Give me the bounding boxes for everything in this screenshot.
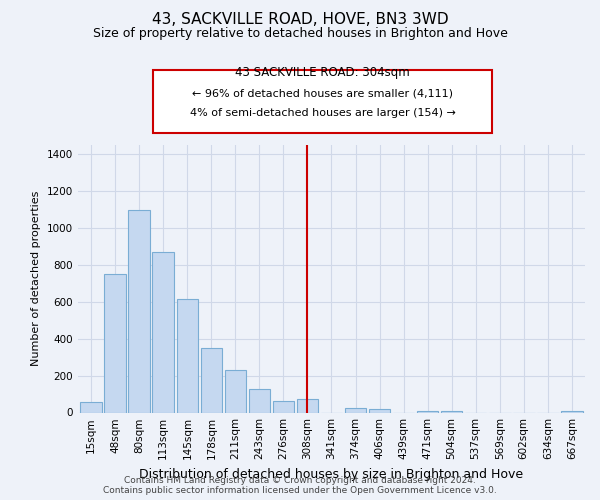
Bar — [104, 274, 126, 412]
Text: Contains HM Land Registry data © Crown copyright and database right 2024.: Contains HM Land Registry data © Crown c… — [124, 476, 476, 485]
Y-axis label: Number of detached properties: Number of detached properties — [31, 191, 41, 366]
Bar — [176, 299, 198, 412]
Bar — [152, 252, 174, 412]
Text: Contains public sector information licensed under the Open Government Licence v3: Contains public sector information licen… — [103, 486, 497, 495]
X-axis label: Distribution of detached houses by size in Brighton and Hove: Distribution of detached houses by size … — [139, 468, 524, 481]
Bar — [296, 398, 318, 412]
Text: Size of property relative to detached houses in Brighton and Hove: Size of property relative to detached ho… — [92, 28, 508, 40]
Bar — [369, 409, 391, 412]
Text: 43, SACKVILLE ROAD, HOVE, BN3 3WD: 43, SACKVILLE ROAD, HOVE, BN3 3WD — [152, 12, 448, 28]
Bar — [417, 410, 439, 412]
Text: 4% of semi-detached houses are larger (154) →: 4% of semi-detached houses are larger (1… — [190, 108, 456, 118]
Bar — [345, 408, 367, 412]
Text: ← 96% of detached houses are smaller (4,111): ← 96% of detached houses are smaller (4,… — [193, 89, 454, 99]
Bar — [200, 348, 222, 412]
Bar — [224, 370, 246, 412]
Bar — [80, 402, 102, 412]
Bar — [272, 400, 294, 412]
Bar — [248, 388, 270, 412]
Bar — [441, 410, 463, 412]
Bar — [128, 210, 150, 412]
Text: 43 SACKVILLE ROAD: 304sqm: 43 SACKVILLE ROAD: 304sqm — [235, 66, 410, 79]
Bar — [561, 410, 583, 412]
